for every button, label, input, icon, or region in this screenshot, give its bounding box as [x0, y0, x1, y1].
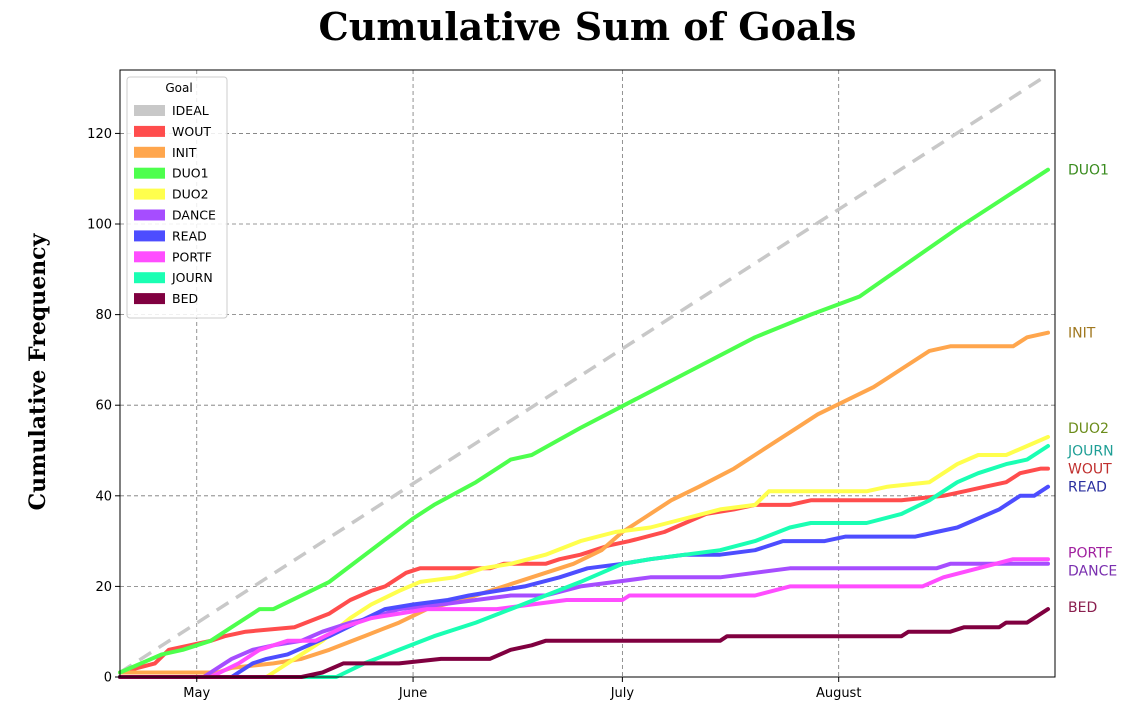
- legend-label-wout: WOUT: [172, 124, 211, 139]
- end-label-read: READ: [1068, 480, 1107, 496]
- legend-swatch-init: [134, 146, 165, 158]
- end-label-journ: JOURN: [1067, 444, 1114, 460]
- series-line-journ: [118, 444, 1050, 679]
- legend-swatch-read: [134, 230, 165, 242]
- x-tick-label: July: [610, 686, 635, 701]
- legend-label-journ: JOURN: [171, 270, 213, 285]
- y-tick-label: 20: [95, 580, 112, 595]
- end-label-dance: DANCE: [1068, 564, 1117, 580]
- legend-label-duo1: DUO1: [172, 166, 209, 181]
- end-label-bed: BED: [1068, 600, 1097, 616]
- legend-label-duo2: DUO2: [172, 187, 209, 202]
- y-tick-label: 100: [87, 218, 112, 233]
- legend-label-init: INIT: [172, 145, 197, 160]
- x-tick-label: May: [183, 686, 210, 701]
- end-label-init: INIT: [1068, 326, 1096, 342]
- end-labels: DUO1 INIT DUO2 JOURN WOUT READ PORTF DANCE BED: [1067, 163, 1117, 616]
- y-tick-label: 60: [95, 399, 112, 414]
- axis-ticks: 0 20 40 60 80 100 120 May June July August: [87, 127, 861, 701]
- y-tick-label: 0: [104, 671, 112, 686]
- y-tick-label: 40: [95, 489, 112, 504]
- end-label-portf: PORTF: [1068, 545, 1113, 561]
- series-line-wout: [118, 466, 1050, 675]
- legend: Goal IDEAL WOUT INIT DUO1 DUO2 DANCE READ PORTF J…: [126, 76, 228, 319]
- legend-swatch-wout: [134, 125, 165, 137]
- legend-swatch-portf: [134, 251, 165, 263]
- legend-label-ideal: IDEAL: [172, 103, 209, 118]
- x-tick-label: August: [816, 686, 862, 701]
- legend-swatch-duo2: [134, 188, 165, 200]
- end-label-duo2: DUO2: [1068, 421, 1109, 437]
- series-line-dance: [118, 561, 1050, 679]
- legend-swatch-dance: [134, 209, 165, 221]
- legend-swatch-bed: [134, 293, 165, 305]
- series-line-init: [118, 330, 1050, 675]
- legend-label-portf: PORTF: [172, 249, 212, 264]
- plot-frame: [119, 69, 1056, 678]
- legend-swatch-journ: [134, 272, 165, 284]
- legend-label-bed: BED: [172, 291, 198, 306]
- legend-label-dance: DANCE: [172, 208, 216, 223]
- series-line-read: [118, 484, 1050, 679]
- legend-label-read: READ: [172, 228, 207, 243]
- series-line-duo2: [118, 434, 1050, 679]
- end-label-wout: WOUT: [1068, 462, 1112, 478]
- y-tick-label: 120: [87, 127, 112, 142]
- legend-swatch-duo1: [134, 167, 165, 179]
- series-line-duo1: [118, 167, 1050, 675]
- series-lines: [118, 73, 1050, 679]
- legend-title: Goal: [165, 81, 192, 95]
- series-line-bed: [118, 607, 1050, 679]
- y-tick-label: 80: [95, 308, 112, 323]
- end-label-duo1: DUO1: [1068, 163, 1109, 179]
- legend-swatch-ideal: [134, 105, 165, 116]
- x-tick-label: June: [398, 686, 427, 701]
- chart-title: Cumulative Sum of Goals: [318, 4, 857, 49]
